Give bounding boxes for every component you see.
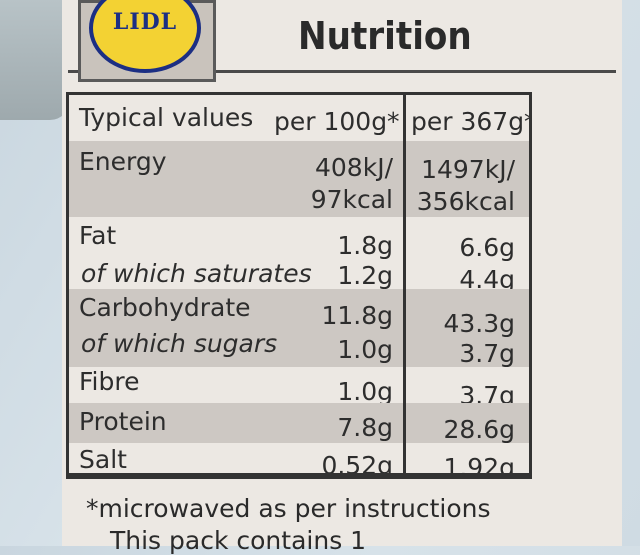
row-name: Salt [79,445,127,474]
table-row-energy: Energy 408kJ/ 97kcal 1497kJ/ 356kcal [69,141,529,217]
table-row-carbohydrate: Carbohydrate 11.8g 43.3g of which sugars… [69,289,529,368]
table-row-saturates: of which saturates 1.2g 4.4g [69,253,529,294]
header-label: Typical values [79,103,254,132]
row-value-perpack-kj: 1497kJ/ [421,155,515,184]
row-value-per100: 0.52g [321,451,393,476]
table-row-fat: Fat 1.8g 6.6g [69,217,529,262]
row-value-perpack: 6.6g [459,233,515,262]
table-row-fibre: Fibre 1.0g 3.7g [69,367,529,410]
column-divider [403,95,406,473]
title-rule [68,70,616,73]
row-value-per100-kj: 408kJ/ [315,153,393,182]
table-row-salt: Salt 0.52g 1.92g [69,443,529,476]
row-name-sugars: of which sugars [81,329,278,358]
row-name: of which saturates [81,259,312,288]
label-title: Nutrition [298,14,472,58]
row-value-perpack: 28.6g [443,415,515,444]
footnote: *microwaved as per instructions [86,494,491,523]
row-name: Energy [79,147,167,176]
footnote-partial: This pack contains 1 [110,526,367,555]
lidl-logo: LIDL [78,0,216,82]
logo-text: LIDL [112,9,178,35]
footer-rule [66,476,532,479]
nutrition-label: Nutrition [62,0,622,546]
table-header-row: Typical values per 100g* per 367g* [69,95,529,141]
row-name: Fat [79,221,117,250]
row-value-per100: 1.8g [337,231,393,260]
header-col1: per 100g* [274,107,400,136]
row-value-perpack: 43.3g [443,309,515,338]
row-name: Fibre [79,367,140,396]
row-value-per100: 1.2g [337,261,393,290]
logo-circle: LIDL [89,0,201,73]
row-value-per100-kcal: 97kcal [310,185,393,214]
row-name: Carbohydrate [79,293,251,322]
row-value-per100: 1.0g [337,377,393,406]
row-name: Protein [79,407,167,436]
packaging-tab [0,0,70,120]
row-value-per100: 7.8g [337,413,393,442]
row-value-per100: 11.8g [321,301,393,330]
row-value-perpack-kcal: 356kcal [416,187,515,216]
header-col2: per 367g* [411,107,532,136]
row-value-per100-sugars: 1.0g [337,335,393,364]
row-value-perpack-sugars: 3.7g [459,339,515,368]
nutrition-table: Typical values per 100g* per 367g* Energ… [66,92,532,476]
row-value-perpack: 1.92g [443,453,515,476]
table-row-protein: Protein 7.8g 28.6g [69,403,529,444]
